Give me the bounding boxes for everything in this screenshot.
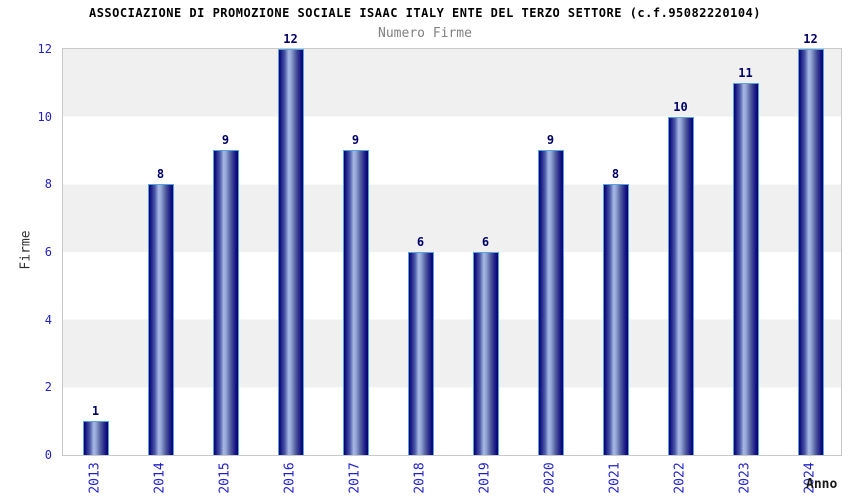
- y-tick-label: 2: [44, 380, 52, 395]
- bar: [82, 421, 109, 455]
- bar-value-label: 6: [481, 235, 490, 249]
- bar-value-label: 12: [283, 32, 298, 46]
- y-tick-label: 8: [44, 177, 52, 192]
- x-tick-label: 2022: [672, 462, 687, 494]
- x-tick-label: 2017: [347, 462, 362, 494]
- chart-title: ASSOCIAZIONE DI PROMOZIONE SOCIALE ISAAC…: [88, 6, 762, 20]
- bar-value-label: 8: [611, 167, 620, 181]
- bar: [537, 150, 564, 455]
- bar: [342, 150, 369, 455]
- bar: [277, 49, 304, 455]
- bar: [147, 184, 174, 455]
- y-tick-label: 10: [37, 109, 52, 124]
- bar-value-label: 9: [351, 133, 360, 147]
- bar-value-label: 8: [156, 167, 165, 181]
- x-tick-label: 2016: [282, 462, 297, 494]
- bar: [407, 252, 434, 455]
- plot-area: 1 8 9 12 9 6 6 9 8 10 11 12: [62, 32, 842, 456]
- bar-value-label: 12: [803, 32, 818, 46]
- x-tick-label: 2021: [607, 462, 622, 494]
- bar: [472, 252, 499, 455]
- bar: [797, 49, 824, 455]
- y-tick-label: 4: [44, 312, 52, 327]
- x-tick-label: 2020: [542, 462, 557, 494]
- bar: [602, 184, 629, 455]
- bar-value-label: 9: [221, 133, 230, 147]
- y-tick-label: 12: [37, 42, 52, 56]
- bar: [732, 83, 759, 455]
- bar-value-label: 9: [546, 133, 555, 147]
- y-tick-label: 0: [44, 448, 52, 462]
- bar-value-label: 1: [91, 404, 100, 418]
- x-tick-label: 2023: [737, 462, 752, 494]
- bar-value-label: 11: [738, 66, 753, 80]
- x-tick-label: 2015: [217, 462, 232, 494]
- x-tick-label: 2014: [152, 462, 167, 494]
- y-tick-label: 6: [44, 245, 52, 259]
- bar-value-label: 10: [673, 100, 688, 114]
- bar-value-label: 6: [416, 235, 425, 249]
- x-tick-label: 2013: [87, 462, 102, 494]
- x-tick-label: 2018: [412, 462, 427, 494]
- bar: [667, 117, 694, 455]
- x-axis-label: Anno: [806, 477, 838, 492]
- bar: [212, 150, 239, 455]
- chart-subtitle: Numero Firme: [378, 26, 472, 41]
- x-tick-label: 2019: [477, 462, 492, 494]
